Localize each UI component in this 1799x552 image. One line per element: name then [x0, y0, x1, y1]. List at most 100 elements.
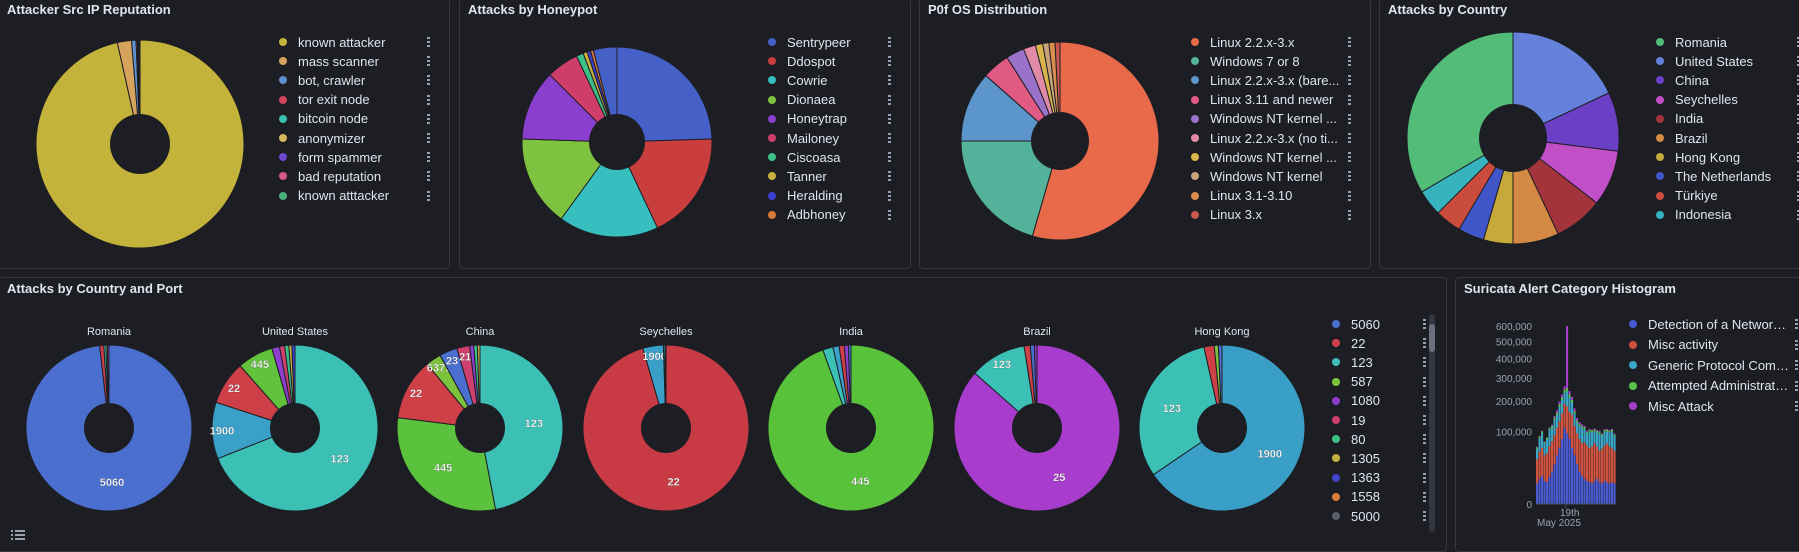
histogram-bar[interactable] — [1581, 443, 1583, 476]
histogram-bar[interactable] — [1589, 482, 1591, 504]
histogram-bar[interactable] — [1594, 430, 1596, 432]
histogram-bar[interactable] — [1601, 449, 1603, 484]
legend-item[interactable]: 5060 — [1332, 314, 1427, 334]
histogram-bar[interactable] — [1544, 442, 1546, 443]
histogram-bar[interactable] — [1591, 432, 1593, 446]
legend-actions-icon[interactable] — [888, 190, 892, 202]
legend-actions-icon[interactable] — [888, 55, 892, 67]
histogram-bar[interactable] — [1536, 483, 1538, 504]
histogram-bar[interactable] — [1549, 430, 1551, 446]
legend-actions-icon[interactable] — [888, 94, 892, 106]
histogram-bar[interactable] — [1541, 433, 1543, 448]
histogram-bar[interactable] — [1591, 430, 1593, 431]
legend-actions-icon[interactable] — [1423, 452, 1427, 464]
histogram-bar[interactable] — [1556, 410, 1558, 412]
histogram-bar[interactable] — [1571, 403, 1573, 415]
legend-actions-icon[interactable] — [1795, 400, 1799, 412]
histogram-bar[interactable] — [1561, 439, 1563, 504]
histogram-bar[interactable] — [1539, 479, 1541, 504]
histogram-bar[interactable] — [1594, 481, 1596, 504]
histogram-bar[interactable] — [1541, 431, 1543, 433]
legend-item[interactable]: Ddospot — [768, 51, 892, 71]
histogram-bar[interactable] — [1554, 435, 1556, 464]
legend-item[interactable]: Heralding — [768, 186, 892, 206]
histogram-bar[interactable] — [1576, 433, 1578, 464]
histogram-bar[interactable] — [1541, 476, 1543, 504]
legend-item[interactable]: 1363 — [1332, 468, 1427, 488]
histogram-bar[interactable] — [1574, 408, 1576, 411]
legend-item[interactable]: Linux 2.2.x-3.x (bare... — [1191, 70, 1352, 90]
histogram-bar[interactable] — [1609, 446, 1611, 483]
legend-item[interactable]: Linux 3.11 and newer — [1191, 90, 1352, 110]
histogram-bar[interactable] — [1579, 426, 1581, 439]
histogram-bar[interactable] — [1571, 448, 1573, 504]
histogram-bar[interactable] — [1584, 426, 1586, 427]
histogram-bar[interactable] — [1599, 434, 1601, 451]
histogram-bar[interactable] — [1561, 397, 1563, 400]
histogram-bar[interactable] — [1549, 427, 1551, 428]
histogram-bar[interactable] — [1566, 407, 1568, 434]
histogram-bar[interactable] — [1586, 445, 1588, 481]
histogram-bar[interactable] — [1571, 400, 1573, 403]
legend-actions-icon[interactable] — [1423, 472, 1427, 484]
histogram-bar[interactable] — [1569, 439, 1571, 504]
histogram-bar[interactable] — [1544, 481, 1546, 504]
histogram-bar[interactable] — [1589, 432, 1591, 448]
histogram-bar[interactable] — [1561, 395, 1563, 398]
legend-actions-icon[interactable] — [1348, 151, 1352, 163]
legend-actions-icon[interactable] — [1348, 36, 1352, 48]
histogram-bar[interactable] — [1579, 424, 1581, 426]
histogram-bar[interactable] — [1579, 422, 1581, 424]
legend-item[interactable]: 587 — [1332, 372, 1427, 392]
histogram-bar[interactable] — [1609, 430, 1611, 431]
histogram-bar[interactable] — [1554, 416, 1556, 418]
legend-item[interactable]: 1080 — [1332, 391, 1427, 411]
legend-item[interactable]: 1558 — [1332, 487, 1427, 507]
histogram-bar[interactable] — [1611, 430, 1613, 432]
legend-item[interactable]: Türkiye — [1656, 186, 1799, 206]
histogram-bar[interactable] — [1611, 432, 1613, 448]
histogram-bar[interactable] — [1576, 423, 1578, 433]
histogram-bar[interactable] — [1574, 455, 1576, 504]
histogram-bar[interactable] — [1569, 412, 1571, 439]
legend-actions-icon[interactable] — [1795, 339, 1799, 351]
legend-actions-icon[interactable] — [427, 94, 431, 106]
legend-item[interactable]: 1305 — [1332, 448, 1427, 468]
histogram-bar[interactable] — [1596, 479, 1598, 504]
legend-actions-icon[interactable] — [1348, 74, 1352, 86]
histogram-bar[interactable] — [1564, 393, 1566, 404]
histogram-bar[interactable] — [1536, 447, 1538, 448]
histogram-bar[interactable] — [1566, 388, 1568, 391]
histogram-bar[interactable] — [1549, 477, 1551, 504]
histogram-bar[interactable] — [1594, 443, 1596, 481]
histogram-bar[interactable] — [1574, 411, 1576, 413]
histogram-bar[interactable] — [1556, 415, 1558, 428]
legend-actions-icon[interactable] — [427, 74, 431, 86]
legend-item[interactable]: Sentrypeer — [768, 32, 892, 52]
histogram-bar[interactable] — [1606, 429, 1608, 430]
histogram-bar[interactable] — [1544, 443, 1546, 455]
histogram-bar[interactable] — [1554, 420, 1556, 435]
histogram-bar[interactable] — [1609, 483, 1611, 504]
legend-actions-icon[interactable] — [427, 55, 431, 67]
histogram-bar[interactable] — [1609, 431, 1611, 432]
legend-actions-icon[interactable] — [1423, 395, 1427, 407]
histogram-bar[interactable] — [1589, 429, 1591, 430]
legend-item[interactable]: 19 — [1332, 410, 1427, 430]
legend-item[interactable]: 22 — [1332, 333, 1427, 353]
histogram-bar[interactable] — [1586, 481, 1588, 504]
histogram-bar[interactable] — [1581, 428, 1583, 443]
histogram-bar[interactable] — [1614, 451, 1616, 483]
histogram-bar[interactable] — [1569, 391, 1571, 394]
legend-actions-icon[interactable] — [1423, 376, 1427, 388]
histogram-bar[interactable] — [1614, 483, 1616, 504]
legend-actions-icon[interactable] — [1795, 380, 1799, 392]
legend-actions-icon[interactable] — [888, 209, 892, 221]
histogram-bar[interactable] — [1581, 426, 1583, 428]
histogram-bar[interactable] — [1549, 428, 1551, 430]
legend-actions-icon[interactable] — [1795, 359, 1799, 371]
histogram-bar[interactable] — [1601, 436, 1603, 449]
histogram-bar[interactable] — [1554, 417, 1556, 419]
legend-item[interactable]: Generic Protocol Comm... — [1629, 355, 1799, 375]
legend-item[interactable]: tor exit node — [279, 90, 431, 110]
